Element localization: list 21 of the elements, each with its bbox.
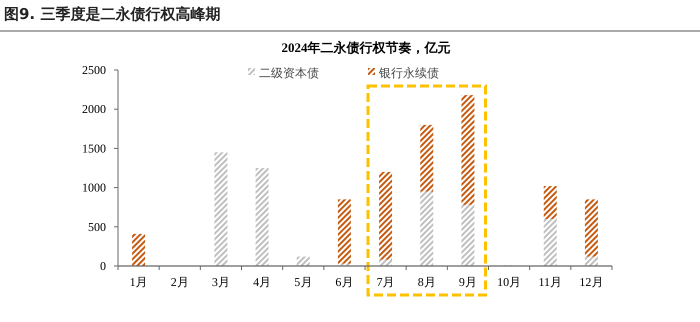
x-tick-label: 3月 <box>212 275 230 289</box>
x-tick-label: 7月 <box>376 275 395 289</box>
x-tick-label: 12月 <box>579 275 604 289</box>
x-tick-label: 10月 <box>497 275 522 289</box>
x-tick-label: 5月 <box>294 275 312 289</box>
y-tick-label: 1000 <box>82 180 106 195</box>
y-tick-label: 2000 <box>82 102 106 116</box>
x-tick-label: 9月 <box>458 275 477 289</box>
y-tick-label: 2500 <box>82 63 106 77</box>
x-tick-label: 8月 <box>418 275 436 289</box>
x-tick-label: 4月 <box>253 275 272 289</box>
subtitle: 2024年二永债行权节奏，亿元 <box>282 40 450 55</box>
y-tick-label: 0 <box>100 259 106 273</box>
x-tick-label: 11月 <box>538 275 562 289</box>
y-tick-label: 1500 <box>82 141 106 156</box>
title: 图9. 三季度是二永债行权高峰期 <box>4 5 220 23</box>
x-tick-label: 2月 <box>170 275 189 289</box>
x-tick-label: 1月 <box>130 275 148 289</box>
legend-label: 二级资本债 <box>259 66 319 80</box>
y-tick-label: 500 <box>88 220 106 234</box>
x-tick-label: 6月 <box>335 275 354 289</box>
